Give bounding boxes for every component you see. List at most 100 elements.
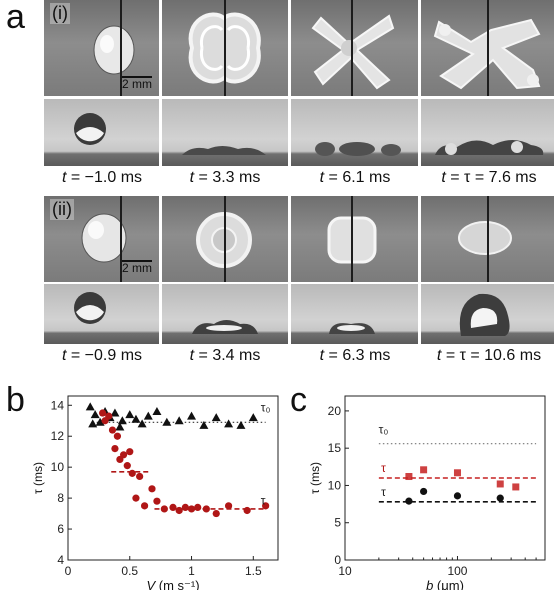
- photo-side-ii-2: [162, 284, 288, 344]
- data-point-circle: [111, 445, 119, 453]
- data-point-square: [420, 466, 428, 474]
- data-point-circle: [181, 503, 189, 511]
- data-point-triangle: [199, 420, 209, 429]
- time-label-ii-1: t = −0.9 ms: [61, 347, 143, 364]
- data-point-triangle: [137, 419, 147, 428]
- data-point-circle: [153, 497, 161, 505]
- data-point-square: [512, 483, 520, 491]
- time-label-ii-3: t = 6.3 ms: [319, 347, 391, 364]
- y-tick-label: 10: [51, 460, 65, 474]
- y-tick-label: 5: [334, 516, 341, 530]
- y-tick-label: 20: [328, 404, 342, 418]
- panel-label-c: c: [290, 381, 307, 419]
- x-tick-label: 0: [65, 564, 72, 578]
- annotation-label: τ: [261, 493, 266, 507]
- data-point-triangle: [143, 411, 153, 420]
- data-point-triangle: [90, 410, 100, 419]
- data-point-triangle: [174, 416, 184, 425]
- annotation-label: τ: [381, 461, 386, 475]
- data-point-triangle: [187, 411, 197, 420]
- y-tick-label: 10: [328, 478, 342, 492]
- data-point-circle: [420, 487, 428, 496]
- scale-bar-i: 2 mm: [122, 76, 152, 91]
- chart-b-svg: 4 6 8 10 12 14 0 0.5 1 1.5 V (m s⁻¹) τ (ms) τ₀ τ: [31, 395, 279, 591]
- data-point-circle: [262, 502, 270, 510]
- data-point-circle: [119, 451, 128, 459]
- data-point-circle: [108, 426, 117, 434]
- data-point-triangle: [117, 416, 127, 425]
- data-point-circle: [175, 506, 183, 515]
- y-axis-label: τ (ms): [31, 462, 45, 494]
- data-point-triangle: [152, 406, 162, 415]
- photo-side-i-3: [291, 99, 418, 166]
- data-point-circle: [123, 462, 131, 470]
- photo-top-i-4: [421, 0, 554, 96]
- data-point-triangle: [88, 419, 98, 428]
- data-point-circle: [405, 497, 413, 505]
- data-point-circle: [105, 412, 113, 420]
- time-label-ii-4: t = τ = 10.6 ms: [436, 347, 542, 364]
- data-point-triangle: [125, 410, 135, 419]
- y-tick-label: 15: [328, 441, 342, 455]
- data-point-triangle: [95, 417, 105, 426]
- data-point-triangle: [211, 413, 221, 422]
- data-point-triangle: [236, 420, 246, 429]
- data-point-circle: [98, 409, 107, 417]
- x-axis-label: b (μm): [426, 578, 464, 590]
- y-tick-label: 4: [57, 553, 64, 567]
- x-tick-label: 100: [447, 564, 467, 578]
- data-point-circle: [202, 505, 210, 513]
- photo-side-i-2: [162, 99, 288, 166]
- data-point-square: [496, 480, 504, 488]
- plot-frame: [344, 395, 546, 561]
- data-point-circle: [136, 472, 144, 481]
- data-point-circle: [187, 505, 196, 513]
- data-point-circle: [160, 505, 168, 513]
- data-point-square: [405, 473, 413, 481]
- data-point-square: [453, 469, 461, 477]
- photo-top-i-2: [162, 0, 288, 96]
- photo-top-i-3: [291, 0, 418, 96]
- scale-bar-ii: 2 mm: [122, 260, 152, 275]
- chart-c: 0 5 10 15 20 10 100 b (μm) τ (ms) τ₀ τ τ: [305, 390, 555, 591]
- data-point-circle: [453, 492, 462, 500]
- time-label-ii-2: t = 3.4 ms: [189, 347, 261, 364]
- data-point-triangle: [110, 408, 120, 417]
- y-tick-label: 6: [57, 522, 64, 536]
- data-point-circle: [496, 494, 504, 502]
- row-label-i: (i): [50, 3, 70, 24]
- x-tick-label: 1.5: [245, 564, 262, 578]
- panel-label-b: b: [6, 381, 25, 419]
- photo-top-ii-2: [162, 196, 288, 282]
- data-point-triangle: [224, 419, 234, 428]
- y-tick-label: 0: [334, 553, 341, 567]
- x-tick-label: 10: [338, 564, 352, 578]
- photo-side-i-1: [44, 99, 159, 166]
- data-point-circle: [224, 502, 233, 510]
- x-axis-label: V (m s⁻¹): [146, 578, 199, 590]
- data-point-circle: [212, 509, 220, 518]
- y-tick-label: 8: [57, 491, 64, 505]
- photo-top-i-1: (i) 2 mm: [44, 0, 159, 96]
- photo-top-ii-3: [291, 196, 418, 282]
- annotation-label: τ: [381, 485, 386, 499]
- x-tick-label: 0.5: [121, 564, 138, 578]
- data-point-circle: [126, 448, 134, 456]
- data-point-circle: [132, 494, 140, 502]
- photo-side-i-4: [421, 99, 554, 166]
- y-tick-label: 14: [51, 398, 65, 412]
- data-point-triangle: [248, 413, 258, 422]
- annotation-label: τ₀: [261, 400, 271, 414]
- row-label-ii: (ii): [50, 199, 74, 220]
- photo-side-ii-1: [44, 284, 159, 344]
- time-label-i-2: t = 3.3 ms: [189, 169, 261, 186]
- data-point-circle: [113, 432, 122, 440]
- annotation-label: τ₀: [379, 422, 389, 436]
- time-label-i-3: t = 6.1 ms: [319, 169, 391, 186]
- time-label-i-1: t = −1.0 ms: [61, 169, 143, 186]
- data-point-triangle: [131, 414, 141, 423]
- data-point-triangle: [115, 422, 125, 431]
- data-point-circle: [148, 485, 156, 493]
